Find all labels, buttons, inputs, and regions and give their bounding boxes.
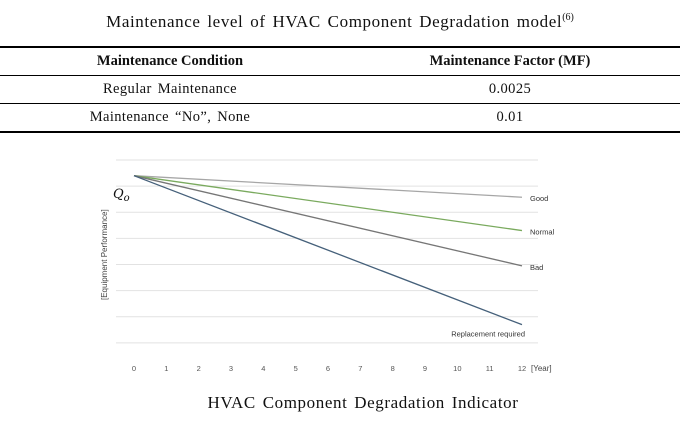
- x-axis-ticks: 0 1 2 3 4 5 6 7 8 9 10 11 12: [132, 364, 526, 373]
- x-tick-label: 1: [164, 364, 168, 373]
- series-label-normal: Normal: [530, 228, 555, 237]
- table-title-text: Maintenance level of HVAC Component Degr…: [106, 12, 563, 31]
- maintenance-table: Maintenance Condition Maintenance Factor…: [0, 46, 680, 133]
- x-tick-label: 10: [453, 364, 461, 373]
- x-tick-label: 0: [132, 364, 136, 373]
- cell-factor: 0.01: [496, 109, 524, 125]
- table-row: Regular Maintenance 0.0025: [0, 76, 680, 104]
- x-tick-label: 8: [391, 364, 395, 373]
- table-title-reference: (6): [562, 12, 574, 23]
- header-maintenance-condition: Maintenance Condition: [96, 53, 244, 69]
- x-tick-label: 3: [229, 364, 233, 373]
- header-maintenance-factor: Maintenance Factor (MF): [429, 53, 591, 69]
- series-label-bad: Bad: [530, 263, 543, 272]
- origin-q-subscript: o: [124, 193, 130, 204]
- origin-q-text: Q: [113, 187, 124, 202]
- x-tick-label: 5: [294, 364, 298, 373]
- x-tick-label: 12: [518, 364, 526, 373]
- table-title: Maintenance level of HVAC Component Degr…: [0, 12, 680, 32]
- series-line-bad: [133, 175, 523, 267]
- series-label-good: Good: [530, 194, 548, 203]
- degradation-chart: [Equipment Performance] Qo Good Normal Bad…: [100, 159, 555, 373]
- series-label-replacement-required: Replacement required: [451, 330, 525, 339]
- table-header-row: Maintenance Condition Maintenance Factor…: [0, 47, 680, 76]
- y-axis-label: [Equipment Performance]: [100, 209, 109, 300]
- x-tick-label: 2: [197, 364, 201, 373]
- chart-caption: HVAC Component Degradation Indicator: [207, 393, 519, 412]
- cell-condition: Regular Maintenance: [102, 81, 237, 97]
- origin-q-label: Qo: [113, 187, 130, 204]
- x-tick-label: 6: [326, 364, 330, 373]
- chart-grid: [116, 159, 538, 344]
- x-tick-label: 7: [358, 364, 362, 373]
- chart-series: Good Normal Bad Replacement required: [133, 175, 555, 339]
- series-line-good: [133, 175, 523, 198]
- cell-factor: 0.0025: [488, 81, 532, 97]
- x-tick-label: 4: [261, 364, 265, 373]
- table-row: Maintenance “No”, None 0.01: [0, 104, 680, 132]
- x-tick-label: 9: [423, 364, 427, 373]
- x-axis-label: [Year]: [531, 364, 552, 373]
- series-line-replacement-required: [133, 175, 523, 326]
- series-line-normal: [133, 175, 523, 232]
- x-tick-label: 11: [486, 364, 494, 373]
- cell-condition: Maintenance “No”, None: [89, 109, 251, 125]
